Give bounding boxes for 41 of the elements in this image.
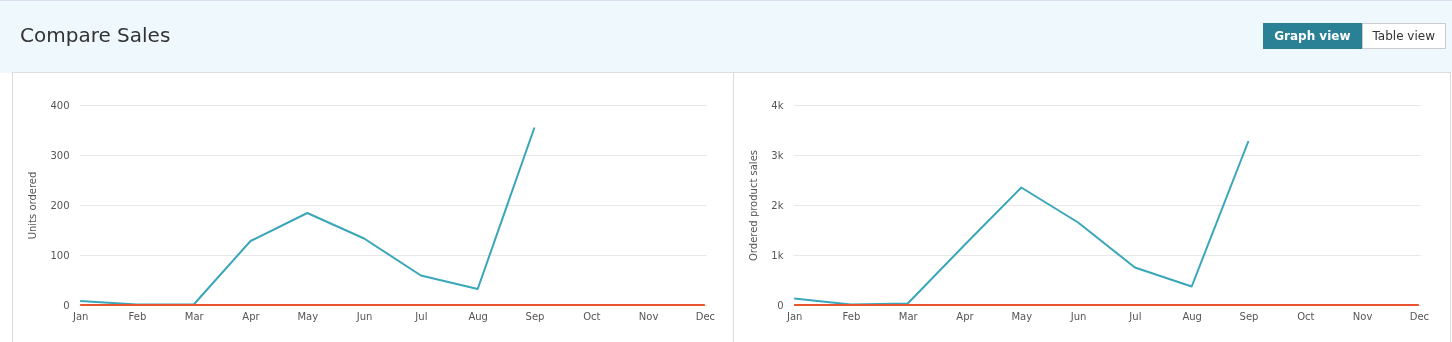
x-tick-label: Jan xyxy=(71,310,89,322)
x-tick-label: Sep xyxy=(1239,310,1259,322)
y-axis-title: Units ordered xyxy=(27,171,39,240)
y-tick-label: 400 xyxy=(50,99,70,111)
y-axis-title: Ordered product sales xyxy=(748,150,760,261)
x-tick-label: Mar xyxy=(898,310,919,322)
x-tick-label: Jul xyxy=(1128,310,1142,322)
x-tick-label: Jun xyxy=(355,310,373,322)
x-tick-label: Apr xyxy=(956,310,975,322)
x-tick-label: Feb xyxy=(842,310,861,322)
x-tick-label: Nov xyxy=(1352,310,1373,322)
x-tick-label: Sep xyxy=(525,310,545,322)
y-tick-label: 0 xyxy=(63,299,70,311)
x-tick-label: May xyxy=(1011,310,1033,322)
line-series xyxy=(79,126,536,306)
x-tick-label: Dec xyxy=(1409,310,1430,322)
x-tick-label: Jan xyxy=(785,310,803,322)
x-tick-label: Oct xyxy=(1297,310,1315,322)
y-tick-label: 100 xyxy=(50,249,70,261)
y-tick-label: 200 xyxy=(50,199,70,211)
x-tick-label: Aug xyxy=(468,310,488,322)
y-tick-label: 1k xyxy=(771,249,784,261)
x-tick-label: Apr xyxy=(242,310,261,322)
y-tick-label: 4k xyxy=(771,99,784,111)
y-tick-label: 300 xyxy=(50,149,70,161)
y-tick-label: 3k xyxy=(771,149,784,161)
y-tick-label: 0 xyxy=(777,299,784,311)
x-tick-label: Nov xyxy=(638,310,659,322)
line-series xyxy=(793,140,1250,306)
x-tick-label: Jul xyxy=(414,310,428,322)
x-tick-label: May xyxy=(297,310,319,322)
x-tick-label: Jun xyxy=(1069,310,1087,322)
chart-title: Compare Sales xyxy=(20,23,171,47)
graph-view-button: Graph view xyxy=(1263,23,1362,49)
table-view-button: Table view xyxy=(1361,23,1446,49)
x-tick-label: Aug xyxy=(1182,310,1202,322)
x-tick-label: Feb xyxy=(128,310,147,322)
y-tick-label: 2k xyxy=(771,199,784,211)
x-tick-label: Dec xyxy=(695,310,716,322)
x-tick-label: Oct xyxy=(583,310,601,322)
x-tick-label: Mar xyxy=(184,310,205,322)
